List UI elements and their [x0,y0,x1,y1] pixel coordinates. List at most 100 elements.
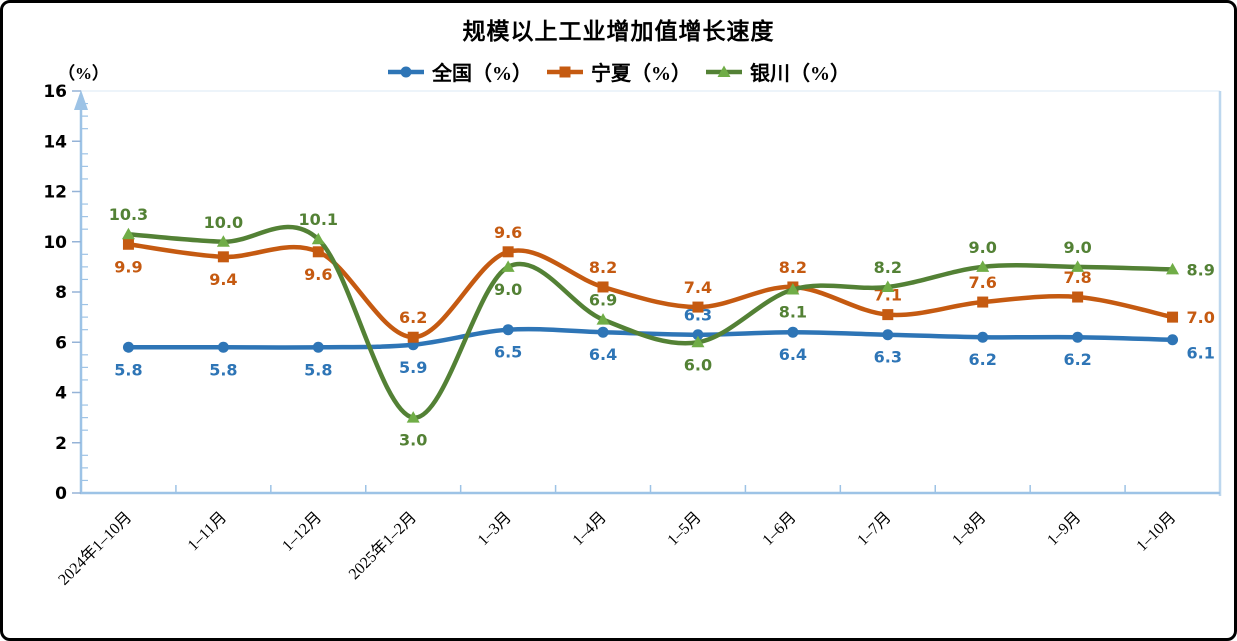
data-point-label: 7.8 [1063,268,1091,287]
series-line [126,326,1175,350]
x-tick-label: 2025年1–2月 [345,508,420,583]
y-tick-label: 16 [43,82,67,102]
series-line [126,224,1175,420]
data-point-marker [312,246,324,258]
y-tick-label: 0 [55,484,67,504]
data-point-label: 5.9 [399,358,427,377]
legend-label: 宁夏（%） [591,63,691,85]
y-tick-label: 12 [43,183,67,203]
data-point-marker [501,260,515,272]
x-tick-label: 1–11月 [185,509,231,555]
data-point-label: 6.0 [684,355,712,374]
x-tick-label: 1–5月 [664,509,704,549]
legend-label: 银川（%） [750,63,850,85]
data-point-marker [1072,291,1084,303]
data-point-label: 9.0 [494,280,522,299]
data-point-marker [216,235,230,247]
data-point-label: 5.8 [114,360,142,379]
x-tick-label: 1–4月 [570,509,610,549]
data-point-label: 10.3 [109,205,148,224]
y-axis-arrow-icon [74,90,88,110]
data-point-marker [122,341,134,353]
x-tick-label: 1–9月 [1044,509,1084,549]
y-tick-label: 4 [55,384,67,404]
data-point-label: 8.1 [779,302,807,321]
data-point-marker [406,411,420,423]
data-point-label: 6.2 [969,350,997,369]
data-point-label: 9.6 [494,223,522,242]
y-tick-label: 2 [55,434,67,454]
data-point-label: 6.9 [589,291,617,310]
x-tick-label: 1–3月 [475,509,515,549]
legend-item-1: 宁夏（%） [546,57,691,86]
y-axis: 0 2 4 6 8 10 12 14 16 [43,82,88,504]
data-point-marker [1071,260,1085,272]
data-point-label: 10.0 [204,213,243,232]
y-tick-label: 10 [43,233,67,253]
x-tick-label: 2024年1–10月 [55,508,136,589]
chart-legend: 全国（%） 宁夏（%） 银川（%） [3,57,1234,86]
data-point-marker [786,282,800,295]
data-point-label: 5.8 [209,360,237,379]
square-series-marker-icon [547,66,583,77]
data-point-label: 8.2 [589,258,617,277]
data-point-label: 7.4 [684,278,712,297]
data-point-marker [596,313,610,325]
chart-title: 规模以上工业增加值增长速度 [462,19,775,44]
data-point-label: 8.2 [779,258,807,277]
data-point-label: 6.2 [1063,350,1091,369]
data-point-label: 7.6 [969,273,997,292]
data-point-marker [502,324,514,336]
data-point-label: 9.0 [969,238,997,257]
data-point-marker [1072,331,1084,343]
data-point-label: 7.0 [1187,308,1215,327]
data-point-label: 8.2 [874,258,902,277]
data-point-marker [597,281,609,293]
data-point-label: 8.9 [1187,260,1215,279]
data-point-marker [692,301,704,313]
data-point-label: 6.5 [494,343,522,362]
data-point-marker [1167,311,1179,323]
data-point-marker [977,296,989,308]
y-tick-label: 14 [43,132,67,152]
data-point-marker [597,326,609,338]
chart-canvas: 2024年1–10月 1–11月 1–12月 2025年1–2月 1–3月 1–4月 1–5… [43,82,1222,589]
data-point-label: 6.4 [589,345,617,364]
data-point-label: 3.0 [399,431,427,450]
x-tick-label: 1–7月 [854,509,894,549]
y-tick-label: 8 [55,283,67,303]
data-point-label: 6.1 [1187,344,1215,363]
data-point-label: 7.1 [874,286,902,305]
data-point-marker [217,341,229,353]
x-tick-label: 1–8月 [949,509,989,549]
data-point-label: 6.3 [874,348,902,367]
data-point-marker [502,246,514,258]
series-line [126,242,1175,340]
data-point-marker [881,280,895,292]
data-point-label: 9.4 [209,270,237,289]
y-axis-unit-label: （%） [58,64,109,83]
x-tick-label: 1–10月 [1133,509,1179,555]
data-point-marker [692,329,704,341]
data-point-marker [121,227,135,240]
data-point-label: 5.8 [304,360,332,379]
data-point-marker [311,232,325,245]
data-point-marker [217,251,229,263]
data-point-marker [977,331,989,343]
data-point-marker [122,238,134,250]
x-tick-label: 1–12月 [279,509,325,555]
data-point-label: 9.6 [304,265,332,284]
circle-series-marker-icon [388,66,424,77]
y-tick-label: 6 [55,333,67,353]
data-point-label: 9.9 [114,257,142,276]
legend-label: 全国（%） [432,63,532,85]
data-point-label: 6.4 [779,345,807,364]
triangle-series-marker-icon [706,65,742,77]
data-point-marker [882,329,894,341]
data-point-label: 6.3 [684,306,712,325]
series-1: 9.9 9.4 9.6 6.2 9.6 8.2 7.4 8.2 7.1 7.6 7.8 7.0 [114,223,1215,343]
x-tick-label: 1–6月 [759,509,799,549]
series-0: 5.8 5.8 5.8 5.9 6.5 6.4 6.3 6.4 6.3 6.2 6.2 6.1 [114,306,1215,380]
data-point-marker [787,326,799,338]
